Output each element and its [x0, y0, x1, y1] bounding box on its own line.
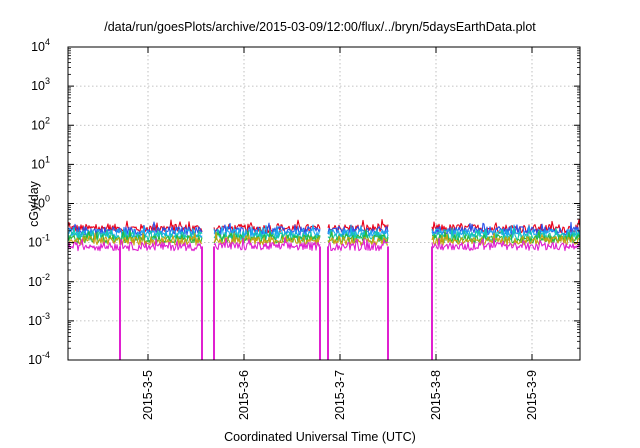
y-tick-exponent: 1	[45, 154, 50, 164]
y-tick-mantissa: 10	[28, 353, 42, 367]
y-tick-mantissa: 10	[28, 275, 42, 289]
y-tick-exponent: -4	[42, 350, 50, 360]
y-axis-label: cGy/day	[27, 181, 41, 227]
y-tick-label: 10-3	[28, 311, 50, 328]
y-tick-exponent: -2	[42, 272, 50, 282]
x-tick-label: 2015-3-9	[525, 370, 539, 420]
series-group	[67, 219, 581, 360]
y-tick-label: 102	[31, 115, 50, 132]
y-tick-exponent: 0	[45, 194, 50, 204]
y-tick-exponent: 3	[45, 76, 50, 86]
y-tick-mantissa: 10	[31, 197, 45, 211]
y-tick-label: 101	[31, 154, 50, 171]
x-tick-label: 2015-3-8	[429, 370, 443, 420]
series-line	[67, 219, 581, 234]
y-tick-label: 103	[31, 76, 50, 93]
y-tick-label: 104	[31, 37, 50, 54]
x-tick-label: 2015-3-7	[333, 370, 347, 420]
chart-title: /data/run/goesPlots/archive/2015-03-09/1…	[104, 20, 536, 34]
x-tick-label: 2015-3-5	[141, 370, 155, 420]
x-axis: 2015-3-5 2015-3-6 2015-3-7 2015-3-8 2015-3-9	[141, 47, 539, 420]
y-tick-mantissa: 10	[28, 236, 42, 250]
series-line	[67, 231, 581, 246]
x-axis-label: Coordinated Universal Time (UTC)	[224, 430, 416, 444]
y-tick-mantissa: 10	[31, 40, 45, 54]
x-tick-label: 2015-3-6	[237, 370, 251, 420]
series-line	[67, 237, 581, 252]
y-tick-mantissa: 10	[28, 314, 42, 328]
y-tick-label: 100	[31, 194, 50, 211]
y-tick-exponent: 2	[45, 115, 50, 125]
y-tick-exponent: 4	[45, 37, 50, 47]
y-tick-mantissa: 10	[31, 157, 45, 171]
y-tick-mantissa: 10	[31, 118, 45, 132]
y-tick-label: 10-2	[28, 272, 50, 289]
y-tick-label: 10-1	[28, 233, 50, 250]
grid-lines	[68, 47, 580, 360]
y-tick-mantissa: 10	[31, 79, 45, 93]
y-tick-label: 10-4	[28, 350, 50, 367]
y-tick-exponent: -3	[42, 311, 50, 321]
y-tick-exponent: -1	[42, 233, 50, 243]
